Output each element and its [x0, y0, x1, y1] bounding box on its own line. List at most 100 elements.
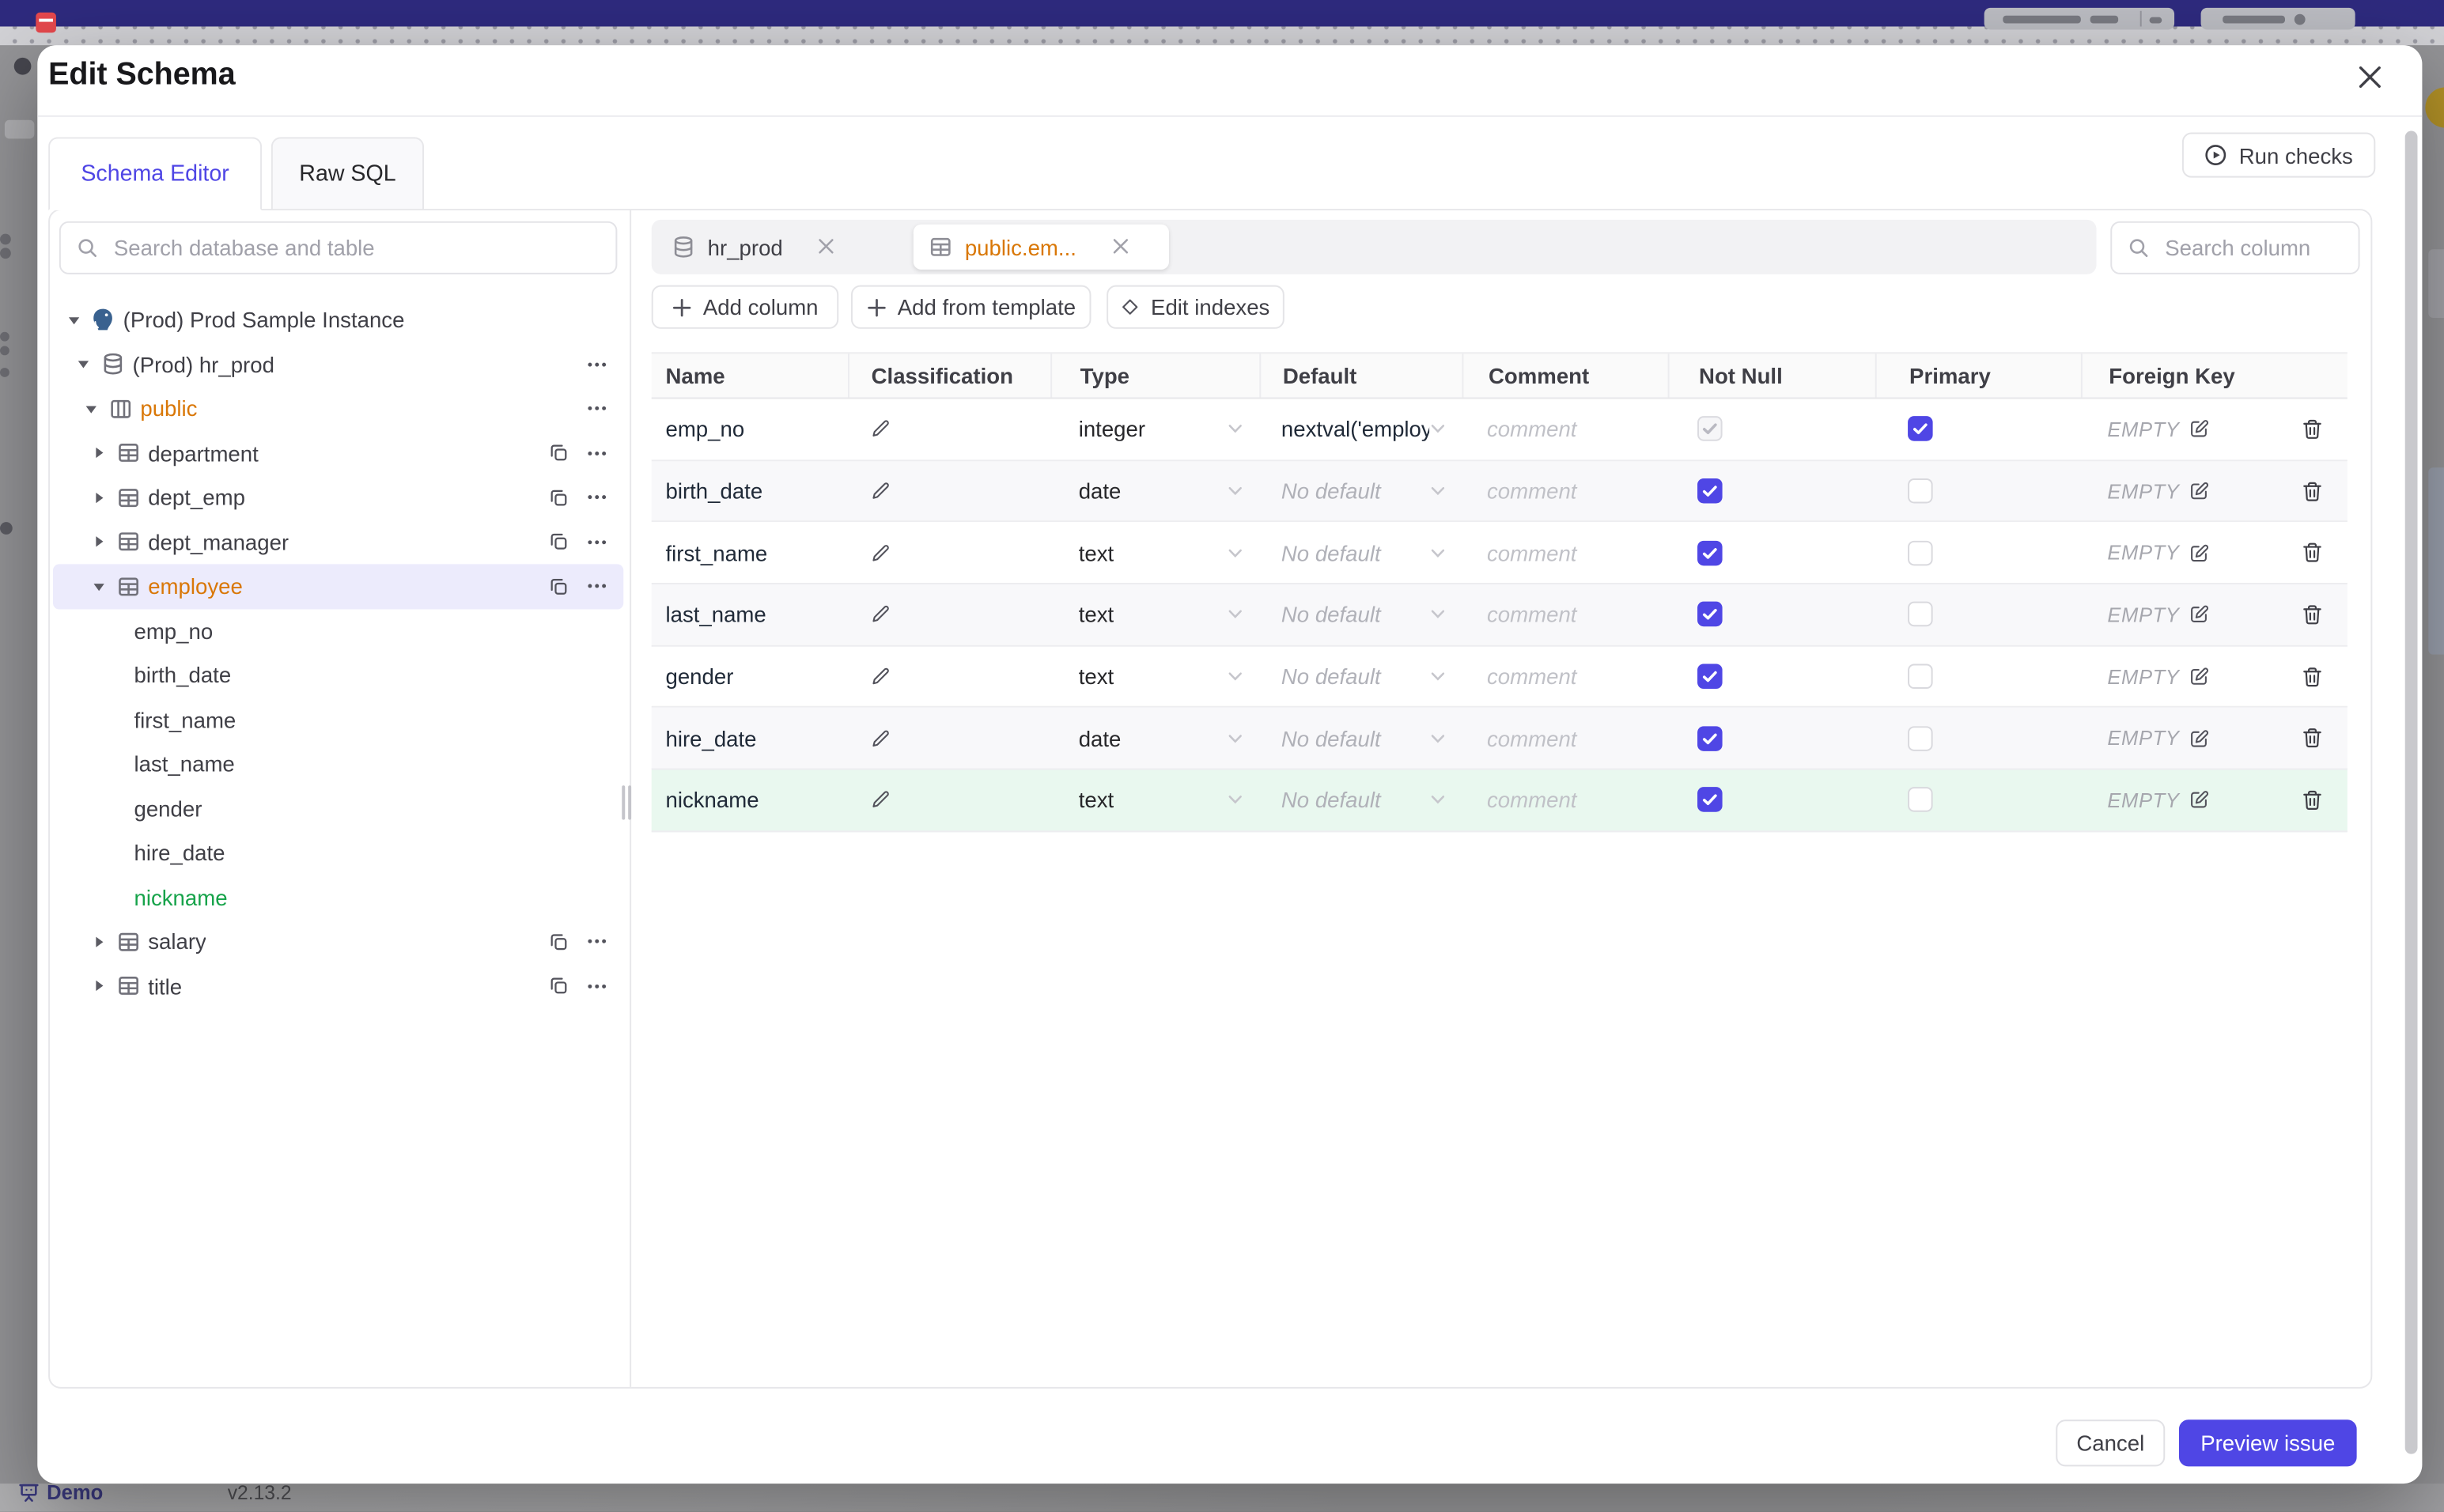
edit-foreign-key-icon[interactable] [2189, 666, 2211, 688]
primary-checkbox[interactable] [1908, 416, 1933, 442]
tab-schema-editor[interactable]: Schema Editor [48, 137, 263, 211]
cell-default[interactable]: No default [1259, 709, 1462, 769]
chevron-down-icon[interactable] [1429, 732, 1447, 745]
cell-type[interactable]: date [1050, 709, 1259, 769]
cell-default[interactable]: nextval('employ [1259, 399, 1462, 459]
chevron-down-icon[interactable] [1227, 423, 1244, 436]
more-menu-icon[interactable] [586, 975, 608, 997]
pencil-icon[interactable] [870, 666, 892, 688]
primary-checkbox[interactable] [1908, 788, 1933, 813]
tree-item-emp_no[interactable]: emp_no [53, 609, 623, 653]
cell-type[interactable]: date [1050, 461, 1259, 521]
chevron-down-icon[interactable] [1227, 546, 1244, 559]
add-from-template-button[interactable]: Add from template [850, 285, 1091, 329]
edit-foreign-key-icon[interactable] [2189, 480, 2211, 502]
database-search-input[interactable] [110, 233, 600, 263]
chevron-down-icon[interactable] [1429, 546, 1447, 559]
copy-icon[interactable] [547, 975, 569, 997]
cell-comment[interactable]: comment [1487, 602, 1577, 628]
cell-default[interactable]: No default [1259, 770, 1462, 830]
edit-foreign-key-icon[interactable] [2189, 789, 2211, 811]
cell-default[interactable]: No default [1259, 646, 1462, 706]
trash-icon[interactable] [2300, 603, 2324, 626]
edit-indexes-button[interactable]: Edit indexes [1107, 285, 1284, 329]
tree-item--prod-hr_prod[interactable]: (Prod) hr_prod [53, 342, 623, 387]
primary-checkbox[interactable] [1908, 478, 1933, 504]
cell-type[interactable]: text [1050, 646, 1259, 706]
tree-item-last_name[interactable]: last_name [53, 742, 623, 786]
cell-classification[interactable] [848, 523, 1050, 583]
chevron-down-icon[interactable] [1429, 608, 1447, 621]
tree-item-hire_date[interactable]: hire_date [53, 830, 623, 875]
pencil-icon[interactable] [870, 728, 892, 750]
not-null-checkbox[interactable] [1697, 788, 1723, 813]
more-menu-icon[interactable] [586, 353, 608, 376]
pencil-icon[interactable] [870, 603, 892, 626]
chevron-down-icon[interactable] [1429, 794, 1447, 807]
cell-type[interactable]: integer [1050, 399, 1259, 459]
caret-icon[interactable] [87, 576, 109, 598]
copy-icon[interactable] [547, 931, 569, 953]
preview-issue-button[interactable]: Preview issue [2178, 1419, 2357, 1467]
add-column-button[interactable]: Add column [651, 285, 839, 329]
edit-foreign-key-icon[interactable] [2189, 728, 2211, 750]
cell-default[interactable]: No default [1259, 461, 1462, 521]
chevron-down-icon[interactable] [1429, 671, 1447, 683]
tree-item-first_name[interactable]: first_name [53, 697, 623, 742]
trash-icon[interactable] [2300, 418, 2324, 441]
cell-classification[interactable] [848, 584, 1050, 644]
editor-tab-hr-prod[interactable]: hr_prod [656, 225, 910, 270]
cell-type[interactable]: text [1050, 770, 1259, 830]
caret-icon[interactable] [72, 353, 94, 376]
primary-checkbox[interactable] [1908, 540, 1933, 565]
cell-classification[interactable] [848, 399, 1050, 459]
tree-item-salary[interactable]: salary [53, 920, 623, 964]
cell-classification[interactable] [848, 461, 1050, 521]
cell-name[interactable]: last_name [665, 602, 766, 628]
more-menu-icon[interactable] [586, 486, 608, 508]
close-tab-icon[interactable] [1110, 237, 1131, 258]
caret-icon[interactable] [87, 442, 109, 464]
tree-item-department[interactable]: department [53, 431, 623, 475]
pencil-icon[interactable] [870, 480, 892, 502]
more-menu-icon[interactable] [586, 531, 608, 554]
modal-scrollbar[interactable] [2404, 130, 2418, 1454]
chevron-down-icon[interactable] [1227, 485, 1244, 497]
more-menu-icon[interactable] [586, 442, 608, 464]
caret-icon[interactable] [87, 931, 109, 953]
cell-comment[interactable]: comment [1487, 663, 1577, 690]
more-menu-icon[interactable] [586, 931, 608, 953]
chevron-down-icon[interactable] [1227, 608, 1244, 621]
cell-comment[interactable]: comment [1487, 725, 1577, 751]
trash-icon[interactable] [2300, 479, 2324, 503]
not-null-checkbox[interactable] [1697, 602, 1723, 628]
run-checks-button[interactable]: Run checks [2181, 132, 2376, 178]
cell-name[interactable]: gender [665, 663, 734, 690]
cell-default[interactable]: No default [1259, 584, 1462, 644]
tree-item-public[interactable]: public [53, 387, 623, 431]
panel-resize-handle[interactable] [622, 785, 634, 820]
caret-icon[interactable] [80, 398, 102, 420]
more-menu-icon[interactable] [586, 398, 608, 420]
tree-item-title[interactable]: title [53, 964, 623, 1008]
primary-checkbox[interactable] [1908, 663, 1933, 690]
tree-item-dept_manager[interactable]: dept_manager [53, 520, 623, 564]
tree-item-dept_emp[interactable]: dept_emp [53, 475, 623, 520]
not-null-checkbox[interactable] [1697, 663, 1723, 690]
caret-icon[interactable] [87, 486, 109, 508]
cell-name[interactable]: hire_date [665, 725, 757, 751]
caret-icon[interactable] [87, 531, 109, 554]
cell-type[interactable]: text [1050, 584, 1259, 644]
chevron-down-icon[interactable] [1429, 485, 1447, 497]
copy-icon[interactable] [547, 486, 569, 508]
caret-icon[interactable] [87, 975, 109, 997]
editor-tab-public-employee[interactable]: public.em... [913, 224, 1169, 270]
cancel-button[interactable]: Cancel [2056, 1419, 2166, 1467]
chevron-down-icon[interactable] [1429, 423, 1447, 436]
copy-icon[interactable] [547, 531, 569, 554]
cell-name[interactable]: first_name [665, 540, 768, 565]
trash-icon[interactable] [2300, 788, 2324, 812]
cell-name[interactable]: birth_date [665, 478, 763, 504]
cell-name[interactable]: emp_no [665, 416, 745, 442]
trash-icon[interactable] [2300, 727, 2324, 750]
